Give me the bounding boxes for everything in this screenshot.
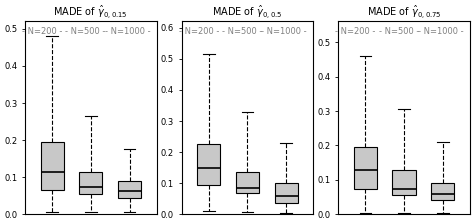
Text: - N=200 -: - N=200 - <box>179 27 219 36</box>
Text: - N=1000 -: - N=1000 - <box>418 27 464 36</box>
PathPatch shape <box>354 147 377 189</box>
PathPatch shape <box>79 172 102 194</box>
Title: MADE of $\hat{\gamma}_{0,0.15}$: MADE of $\hat{\gamma}_{0,0.15}$ <box>54 4 128 22</box>
Text: - N=200 -: - N=200 - <box>22 27 63 36</box>
PathPatch shape <box>118 181 141 198</box>
Text: - N=200 -: - N=200 - <box>335 27 375 36</box>
PathPatch shape <box>197 144 220 185</box>
Title: MADE of $\hat{\gamma}_{0,0.75}$: MADE of $\hat{\gamma}_{0,0.75}$ <box>367 4 441 22</box>
PathPatch shape <box>236 172 259 193</box>
Text: - N=500 -: - N=500 - <box>379 27 419 36</box>
PathPatch shape <box>392 170 416 195</box>
PathPatch shape <box>431 183 455 200</box>
PathPatch shape <box>274 183 298 202</box>
Text: - N=500 -: - N=500 - <box>65 27 106 36</box>
PathPatch shape <box>41 142 64 190</box>
Title: MADE of $\hat{\gamma}_{0,0.5}$: MADE of $\hat{\gamma}_{0,0.5}$ <box>212 4 283 22</box>
Text: - N=500 -: - N=500 - <box>222 27 263 36</box>
Text: - N=1000 -: - N=1000 - <box>262 27 307 36</box>
Text: - N=1000 -: - N=1000 - <box>105 27 150 36</box>
